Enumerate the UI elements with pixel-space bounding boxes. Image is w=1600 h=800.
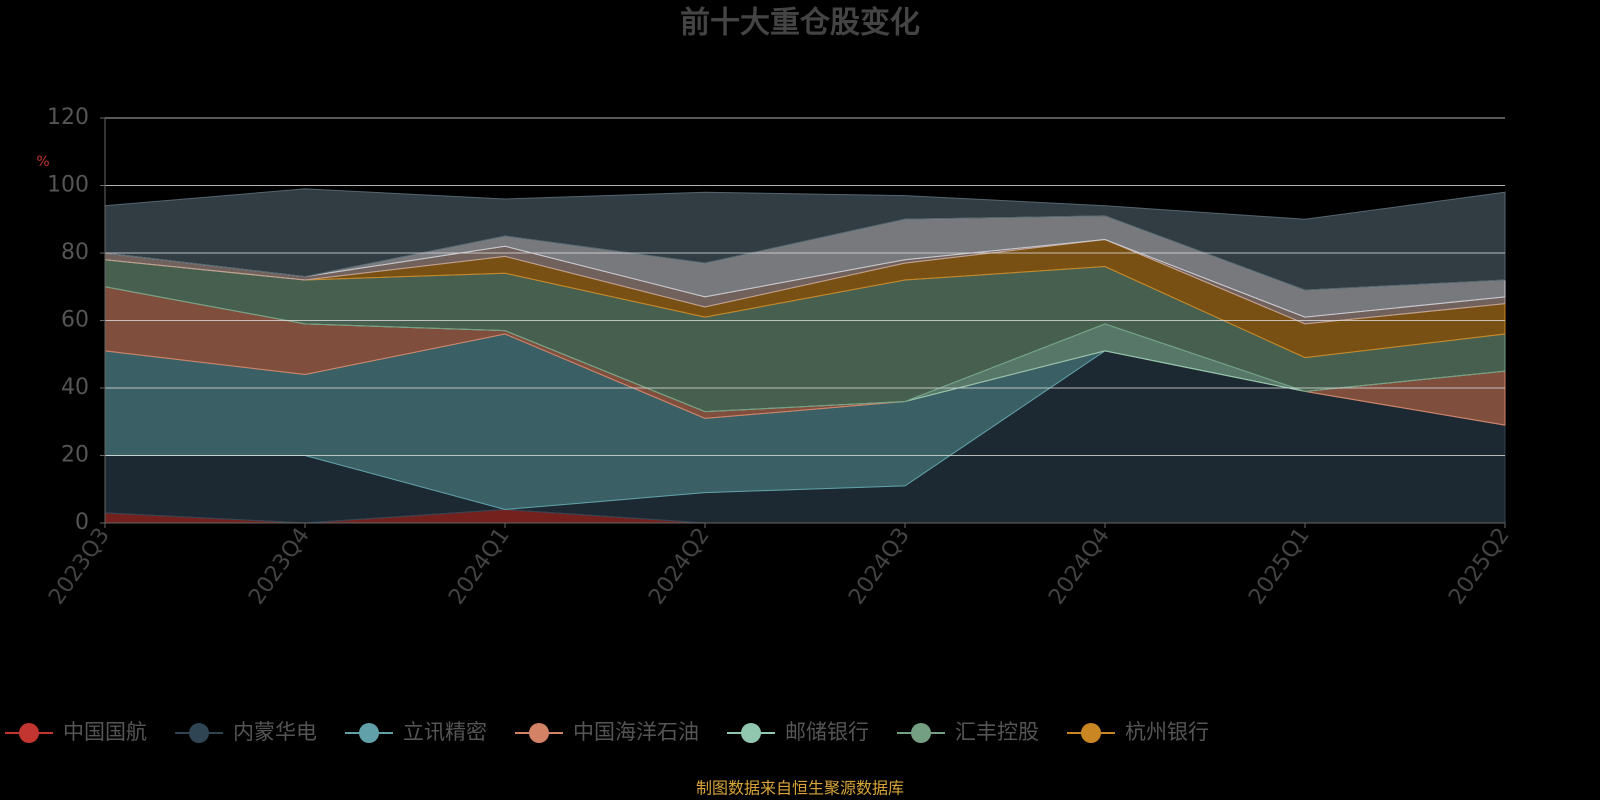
legend-marker <box>1081 723 1101 743</box>
y-tick-label: 40 <box>61 375 89 400</box>
y-tick-label: 100 <box>47 173 89 198</box>
legend-marker <box>911 723 931 743</box>
legend-marker <box>359 723 379 743</box>
y-tick-label: 60 <box>61 308 89 333</box>
x-tick-label: 2024Q4 <box>1044 524 1115 610</box>
footer: 制图数据来自恒生聚源数据库 <box>696 779 904 798</box>
legend-marker <box>529 723 549 743</box>
legend-label: 中国国航 <box>63 720 147 744</box>
x-tick-label: 2025Q1 <box>1244 524 1315 610</box>
legend-marker <box>19 723 39 743</box>
chart-title: 前十大重仓股变化 <box>680 6 920 41</box>
x-tick-label: 2023Q3 <box>44 524 115 610</box>
y-axis-label: % <box>36 154 49 170</box>
x-tick-label: 2023Q4 <box>244 524 315 610</box>
legend-label: 立讯精密 <box>403 720 487 744</box>
y-tick-label: 120 <box>47 105 89 130</box>
legend-label: 汇丰控股 <box>955 720 1039 744</box>
legend-label: 邮储银行 <box>785 720 869 744</box>
y-tick-label: 80 <box>61 240 89 265</box>
y-tick-label: 20 <box>61 443 89 468</box>
legend-marker <box>741 723 761 743</box>
x-tick-label: 2024Q2 <box>644 524 715 610</box>
x-tick-label: 2025Q2 <box>1444 524 1515 610</box>
legend-label: 中国海洋石油 <box>573 720 699 744</box>
legend-label: 杭州银行 <box>1125 720 1209 744</box>
x-tick-label: 2024Q3 <box>844 524 915 610</box>
x-tick-label: 2024Q1 <box>444 524 515 610</box>
legend-label: 内蒙华电 <box>233 720 317 744</box>
y-tick-label: 0 <box>75 510 89 535</box>
legend-marker <box>189 723 209 743</box>
area <box>104 188 1506 291</box>
